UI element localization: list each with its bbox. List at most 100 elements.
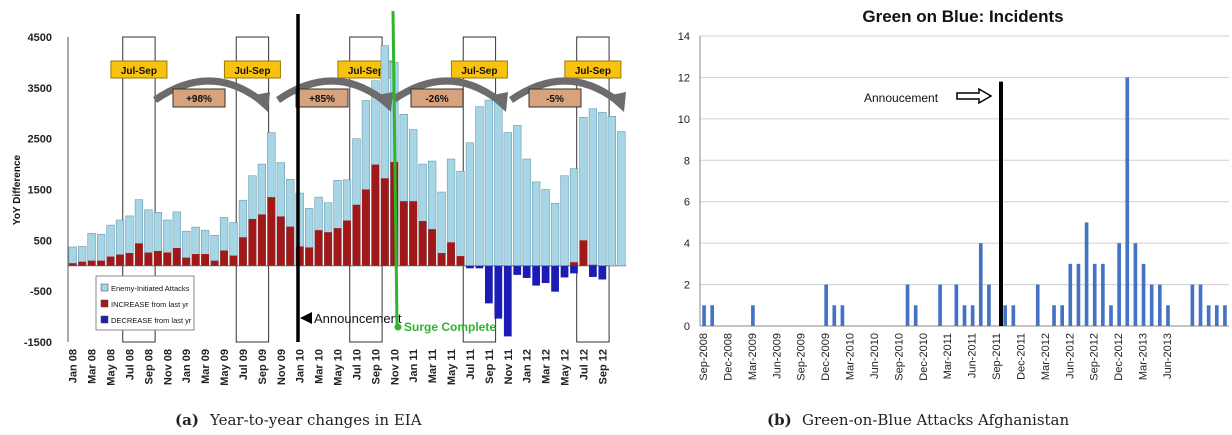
y-tick-label: 2500 bbox=[28, 134, 52, 146]
y-tick-label: -1500 bbox=[24, 337, 52, 349]
trend-arrow bbox=[276, 77, 386, 103]
surge-marker bbox=[394, 323, 402, 331]
legend-swatch bbox=[100, 315, 109, 324]
bar-incidents bbox=[824, 284, 828, 326]
caption-label-a: (a) bbox=[175, 411, 199, 429]
bar-incidents bbox=[1092, 263, 1097, 326]
quarter-box bbox=[122, 36, 156, 343]
y-tick-label: 4500 bbox=[28, 32, 52, 44]
bar-increase bbox=[333, 228, 342, 266]
bar-increase bbox=[144, 252, 153, 266]
x-tick-label: Sep-2011 bbox=[991, 333, 1003, 380]
bar-incidents bbox=[1198, 284, 1203, 326]
x-tick-label: Mar-2009 bbox=[747, 333, 759, 380]
x-tick-label: Nov 08 bbox=[162, 349, 174, 385]
y-tick-label: 4 bbox=[684, 238, 690, 250]
trend-arrowhead bbox=[606, 92, 626, 112]
y-tick-label: 14 bbox=[678, 31, 690, 43]
change-box bbox=[410, 88, 464, 108]
bar-increase bbox=[343, 220, 351, 266]
bar-decrease bbox=[484, 265, 493, 304]
legend-label: DECREASE from last yr bbox=[111, 316, 192, 325]
bar-incidents bbox=[938, 284, 942, 326]
bar-incidents bbox=[913, 305, 918, 326]
bar-increase bbox=[258, 214, 266, 266]
y-tick-label: 10 bbox=[678, 114, 690, 126]
x-tick-label: Jul 08 bbox=[124, 349, 136, 380]
announcement-label: Annoucement bbox=[864, 91, 939, 105]
x-tick-label: Jan 09 bbox=[181, 349, 193, 383]
bar-incidents bbox=[1166, 305, 1170, 326]
x-tick-label: Sep-2012 bbox=[1089, 333, 1101, 381]
bar-increase bbox=[286, 226, 295, 266]
x-tick-label: Dec-2008 bbox=[722, 333, 734, 381]
bar-incidents bbox=[702, 305, 706, 326]
bar-eia bbox=[503, 132, 512, 266]
y-tick-label: 6 bbox=[684, 197, 690, 209]
bar-decrease bbox=[541, 265, 550, 284]
bar-decrease bbox=[503, 265, 512, 337]
legend-label: INCREASE from last yr bbox=[111, 300, 189, 309]
bar-decrease bbox=[494, 265, 503, 319]
x-tick-label: Jun-2013 bbox=[1162, 333, 1174, 379]
surge-line bbox=[391, 10, 399, 327]
quarter-label-box bbox=[110, 60, 168, 79]
caption-label-b: (b) bbox=[767, 411, 792, 429]
x-tick-label: Jun-2012 bbox=[1064, 333, 1076, 379]
x-tick-label: Mar 09 bbox=[200, 349, 212, 384]
trend-arrow bbox=[391, 77, 501, 103]
bar-increase bbox=[276, 216, 285, 266]
bar-eia bbox=[569, 168, 579, 267]
bar-increase bbox=[352, 204, 361, 266]
x-tick-label: Sep-2010 bbox=[893, 333, 905, 381]
quarter-label-box bbox=[450, 60, 508, 79]
x-tick-label: Nov 11 bbox=[503, 349, 515, 384]
x-tick-label: May 12 bbox=[560, 349, 572, 386]
announcement-arrow bbox=[956, 87, 993, 105]
bar-eia bbox=[513, 125, 522, 266]
quarter-label: Jul-Sep bbox=[348, 66, 384, 77]
bar-incidents bbox=[1109, 305, 1113, 326]
quarter-label-box bbox=[223, 60, 281, 79]
x-tick-label: Dec-2010 bbox=[918, 333, 930, 381]
bar-incidents bbox=[840, 305, 845, 326]
y-tick-label: 500 bbox=[34, 235, 52, 247]
legend-swatch bbox=[100, 283, 109, 292]
x-tick-label: May 11 bbox=[446, 349, 458, 385]
bar-eia bbox=[465, 142, 475, 267]
x-tick-label: Mar 08 bbox=[87, 349, 99, 384]
change-box bbox=[172, 88, 226, 108]
bar-incidents bbox=[962, 305, 967, 326]
x-tick-label: Jul 10 bbox=[351, 349, 363, 380]
bar-increase bbox=[97, 260, 105, 266]
bar-increase bbox=[125, 253, 134, 266]
y-tick-label: -500 bbox=[30, 286, 52, 298]
bar-increase bbox=[371, 164, 380, 266]
bar-incidents bbox=[1133, 243, 1138, 326]
bar-increase bbox=[418, 221, 427, 266]
bar-incidents bbox=[1190, 284, 1195, 326]
bar-incidents bbox=[1141, 263, 1146, 326]
bar-incidents bbox=[1206, 305, 1211, 326]
bar-eia bbox=[68, 246, 77, 266]
x-tick-label: Jul 12 bbox=[578, 349, 590, 380]
caption-b: Green-on-Blue Attacks Afghanistan bbox=[802, 411, 1069, 429]
x-tick-label: Jan 12 bbox=[522, 349, 534, 383]
trend-arrow bbox=[153, 77, 263, 103]
bar-increase bbox=[447, 242, 455, 266]
bar-incidents bbox=[832, 305, 837, 326]
announcement-arrow bbox=[300, 312, 312, 324]
legend-frame bbox=[95, 275, 195, 331]
bar-eia bbox=[494, 101, 503, 266]
trend-arrowhead bbox=[373, 92, 393, 112]
bar-increase bbox=[267, 197, 276, 266]
x-tick-label: Mar-2011 bbox=[942, 333, 954, 379]
bar-increase bbox=[399, 201, 408, 266]
bar-increase bbox=[579, 240, 588, 266]
x-tick-label: Mar-2012 bbox=[1040, 333, 1052, 380]
bar-incidents bbox=[1084, 222, 1089, 326]
bar-increase bbox=[570, 262, 578, 266]
bar-increase bbox=[182, 257, 191, 266]
y-tick-label: 12 bbox=[678, 72, 690, 84]
bar-eia bbox=[588, 108, 598, 266]
